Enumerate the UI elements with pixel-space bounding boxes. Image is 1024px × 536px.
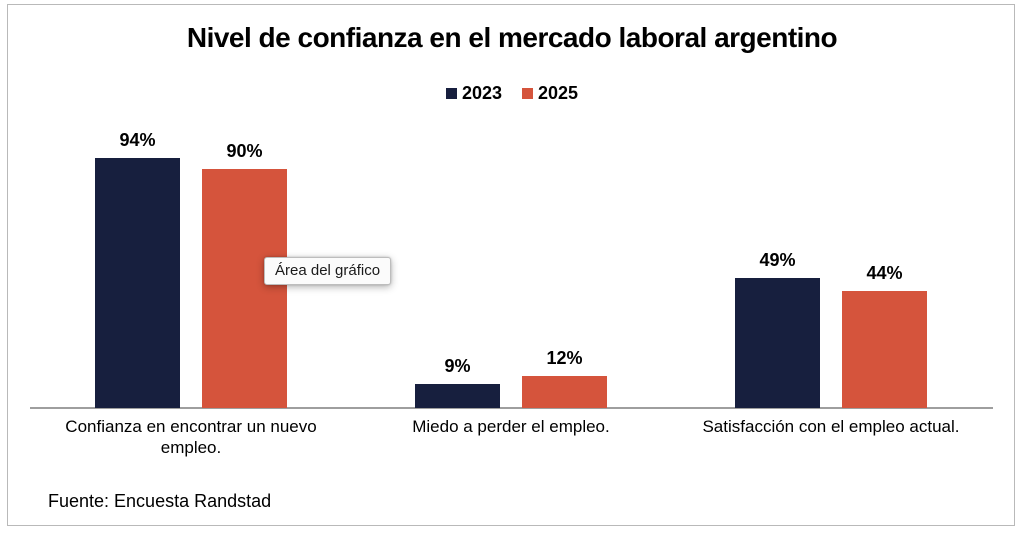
chart-area-tooltip: Área del gráfico: [264, 257, 392, 285]
bar-value-label: 94%: [119, 130, 156, 150]
legend-swatch-2023-icon: [445, 88, 457, 99]
bar-value-label: 44%: [866, 263, 903, 283]
x-axis-line: [30, 407, 993, 409]
category-label-miedo: Miedo a perder el empleo.: [412, 417, 610, 436]
bar-rect[interactable]: [735, 278, 820, 408]
bar-rect[interactable]: [202, 169, 287, 408]
bar-value-label: 12%: [546, 348, 583, 368]
bar-value-label: 90%: [226, 141, 263, 161]
source-note: Fuente: Encuesta Randstad: [48, 491, 272, 511]
bar-rect[interactable]: [842, 291, 927, 408]
bar-rect[interactable]: [95, 158, 180, 408]
chart-title: Nivel de confianza en el mercado laboral…: [186, 22, 838, 53]
category-label-confianza: Confianza en encontrar un nuevo empleo.: [65, 417, 317, 457]
bar-2025-miedo[interactable]: 12%: [522, 348, 607, 408]
legend: 2023 2025: [0, 83, 1024, 104]
legend-label-2023: 2023: [461, 83, 502, 103]
category-label-satisfaccion: Satisfacción con el empleo actual.: [702, 417, 960, 436]
bar-value-label: 9%: [444, 356, 471, 376]
bar-2023-confianza[interactable]: 94%: [95, 130, 180, 408]
bar-group-confianza: 94% 90%: [95, 130, 287, 408]
bar-2025-confianza[interactable]: 90%: [202, 141, 287, 408]
bar-group-miedo: 9% 12%: [415, 348, 607, 408]
legend-item-2023[interactable]: 2023: [445, 83, 502, 104]
bar-2023-miedo[interactable]: 9%: [415, 356, 500, 408]
bar-2023-satisfaccion[interactable]: 49%: [735, 250, 820, 408]
legend-item-2025[interactable]: 2025: [522, 83, 578, 104]
bar-group-satisfaccion: 49% 44%: [735, 250, 927, 408]
bar-rect[interactable]: [522, 376, 607, 408]
bar-value-label: 49%: [759, 250, 796, 270]
plot-area[interactable]: 94% 90% 9% 12% 49% 44%: [0, 110, 1024, 409]
legend-swatch-2025-icon: [522, 88, 533, 99]
legend-label-2025: 2025: [538, 83, 579, 103]
bar-rect[interactable]: [415, 384, 500, 408]
bar-2025-satisfaccion[interactable]: 44%: [842, 263, 927, 408]
